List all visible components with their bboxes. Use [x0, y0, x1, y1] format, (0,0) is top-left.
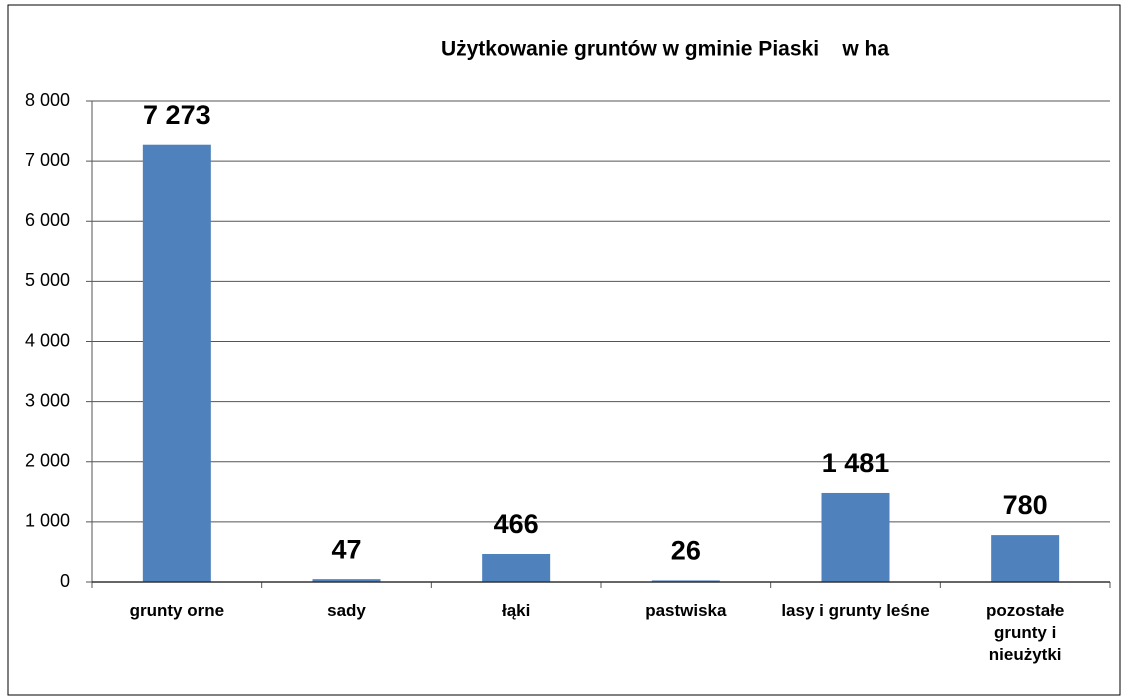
chart-title: Użytkowanie gruntów w gminie Piaski w ha — [441, 38, 889, 61]
x-tick-label: sady — [327, 601, 366, 620]
y-tick-label: 2 000 — [25, 451, 70, 471]
x-tick-label: łąki — [501, 601, 531, 620]
value-label: 466 — [494, 509, 539, 539]
bar — [142, 144, 211, 582]
bar — [651, 580, 720, 582]
bar — [991, 535, 1060, 582]
value-label: 1 481 — [822, 448, 890, 478]
bar — [821, 492, 890, 582]
x-tick-label: pozostałe grunty i nieużytki — [985, 601, 1065, 664]
x-tick-label: lasy i grunty leśne — [781, 601, 930, 620]
value-label: 780 — [1003, 490, 1048, 520]
y-tick-label: 3 000 — [25, 390, 70, 410]
chart-border — [7, 4, 1121, 696]
x-tick-label: pastwiska — [645, 601, 727, 620]
x-tick-label: grunty orne — [129, 601, 225, 620]
y-tick-label: 0 — [60, 571, 70, 591]
y-tick-label: 4 000 — [25, 330, 70, 350]
y-tick-label: 7 000 — [25, 150, 70, 170]
y-tick-label: 1 000 — [25, 511, 70, 531]
y-tick-label: 8 000 — [25, 90, 70, 110]
bar — [482, 553, 551, 582]
value-label: 47 — [331, 534, 361, 564]
bar — [312, 579, 381, 582]
value-label: 26 — [671, 536, 701, 566]
y-tick-label: 5 000 — [25, 270, 70, 290]
y-tick-label: 6 000 — [25, 210, 70, 230]
value-label: 7 273 — [143, 100, 211, 130]
